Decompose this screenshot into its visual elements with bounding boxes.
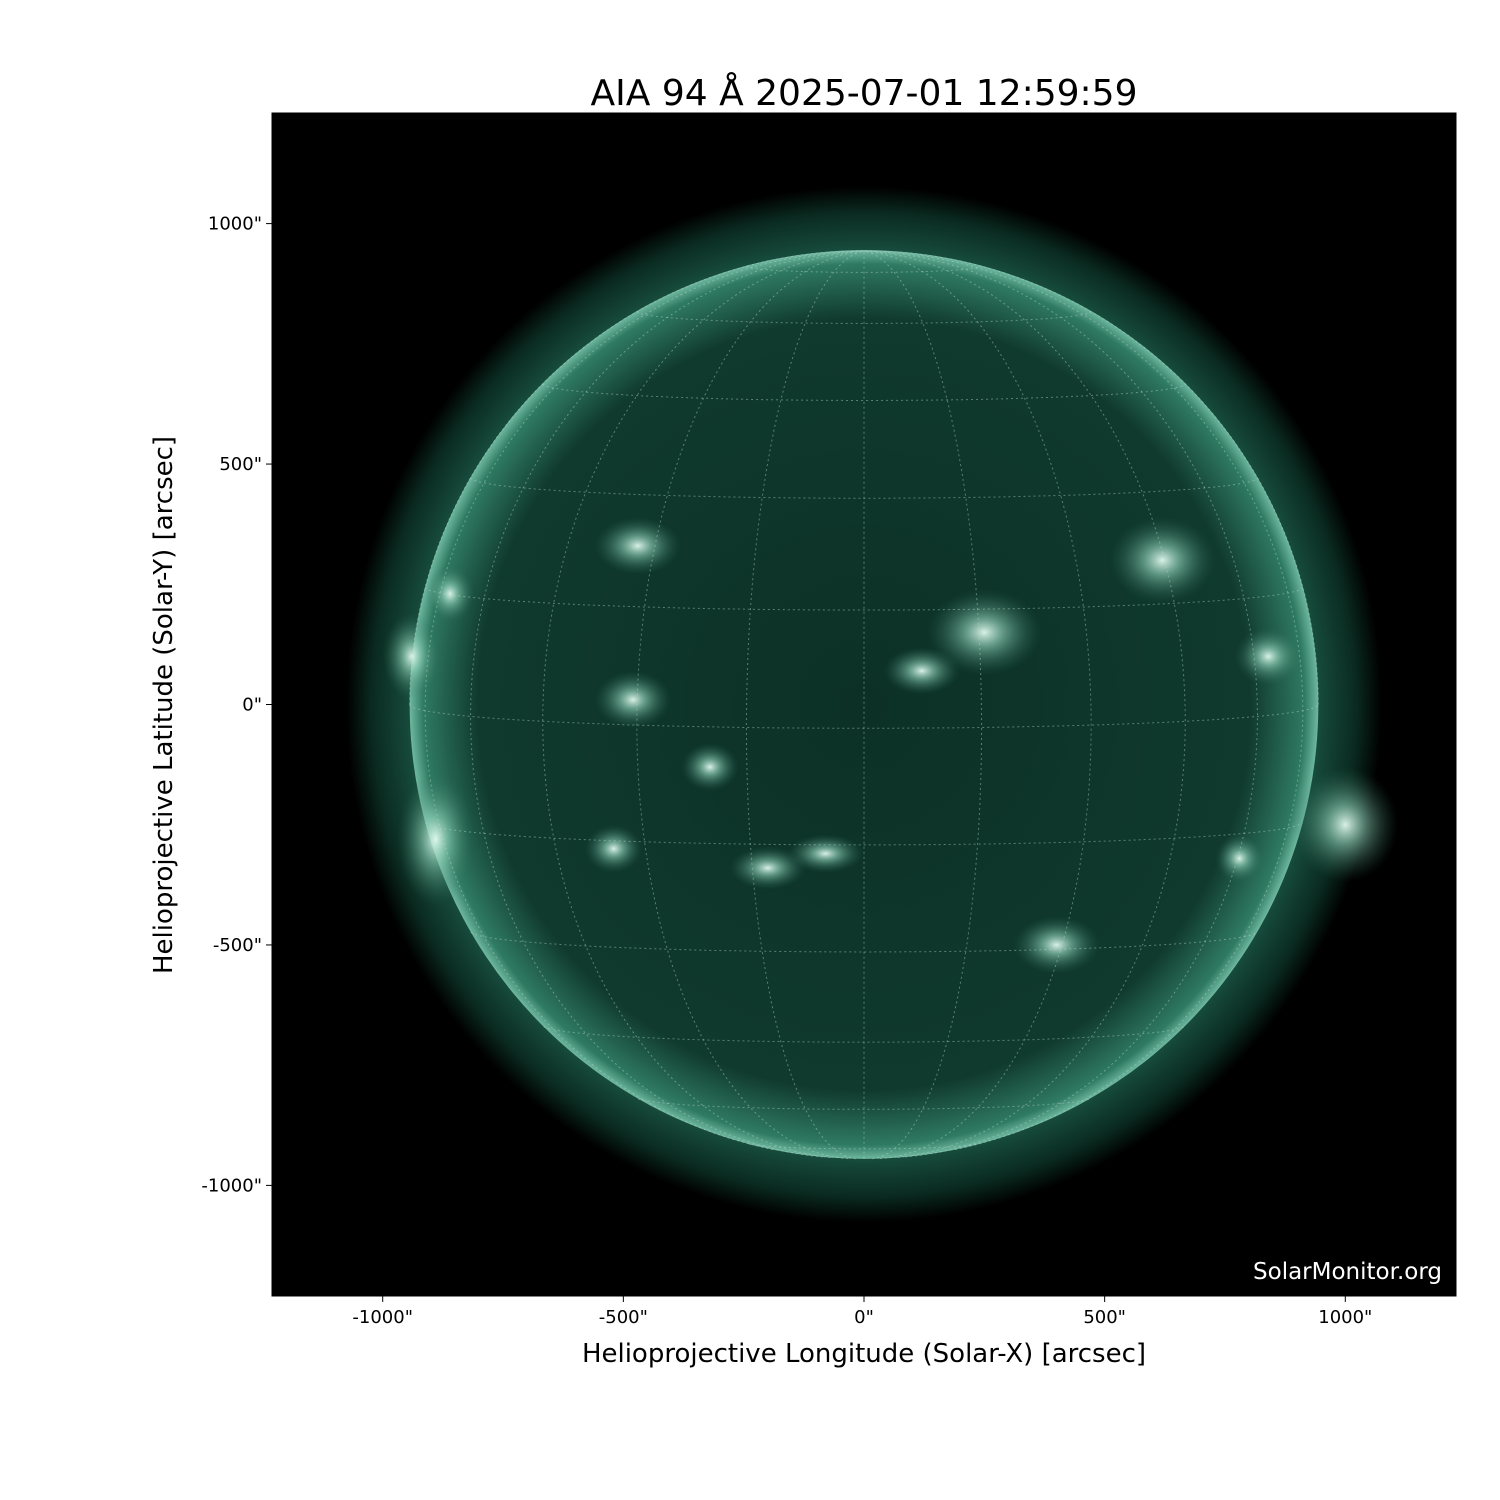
x-axis-label: Helioprojective Longitude (Solar-X) [arc… [582, 1339, 1146, 1369]
longitude-line [542, 250, 865, 1158]
watermark: SolarMonitor.org [1253, 1259, 1442, 1285]
active-region [1109, 517, 1216, 604]
x-tick-label: -500" [599, 1307, 648, 1328]
longitude-line [863, 250, 1092, 1160]
x-tick-label: 0" [854, 1307, 874, 1328]
longitude-line [863, 250, 983, 1160]
latitude-line [637, 1098, 1091, 1110]
latitude-line [470, 931, 1258, 953]
latitude-line [470, 477, 1258, 499]
longitude-line [409, 250, 865, 705]
y-tick-label: -500" [213, 935, 262, 956]
longitude-line [469, 250, 865, 1158]
y-ticks: -1000" -500" 0" 500" 1000" [201, 214, 272, 1196]
latitude-line [748, 1143, 980, 1150]
active-region [397, 771, 475, 907]
active-region [594, 670, 672, 729]
active-region [1234, 627, 1302, 686]
plot-area [272, 113, 1456, 1296]
active-region [681, 743, 739, 792]
latitude-line [425, 822, 1303, 846]
x-ticks: -1000" -500" 0" 500" 1000" [352, 1296, 1372, 1328]
y-tick-label: -1000" [201, 1175, 262, 1196]
x-tick-label: 1000" [1318, 1307, 1372, 1328]
latitude-line [636, 311, 1092, 325]
active-region [883, 646, 961, 695]
active-region [787, 834, 864, 873]
active-regions [382, 517, 1399, 974]
x-tick-label: -1000" [352, 1307, 413, 1328]
longitude-line [863, 250, 1319, 705]
longitude-line [745, 250, 865, 1160]
latitude-line [543, 1026, 1185, 1043]
y-axis-label: Helioprojective Latitude (Solar-Y) [arcs… [149, 436, 179, 974]
longitude-line [636, 250, 865, 1160]
longitude-line [863, 250, 1259, 1158]
active-region [1215, 834, 1264, 883]
y-tick-label: 0" [242, 695, 262, 716]
chart-title: AIA 94 Å 2025-07-01 12:59:59 [591, 71, 1138, 114]
active-region [584, 824, 643, 873]
latitude-line [409, 704, 1319, 729]
active-region [926, 589, 1042, 676]
x-tick-label: 500" [1083, 1307, 1126, 1328]
active-region [729, 846, 807, 890]
longitude-line [863, 250, 1186, 1158]
latitude-line [745, 265, 983, 273]
active-region [1013, 916, 1100, 974]
y-tick-label: 500" [219, 454, 262, 475]
y-tick-label: 1000" [208, 214, 262, 235]
active-region [382, 613, 441, 700]
latitude-line [542, 383, 1186, 401]
active-region [426, 565, 475, 623]
active-region [594, 517, 681, 575]
heliographic-grid [409, 250, 1319, 1160]
active-region [1292, 767, 1399, 883]
latitude-line [424, 586, 1304, 611]
